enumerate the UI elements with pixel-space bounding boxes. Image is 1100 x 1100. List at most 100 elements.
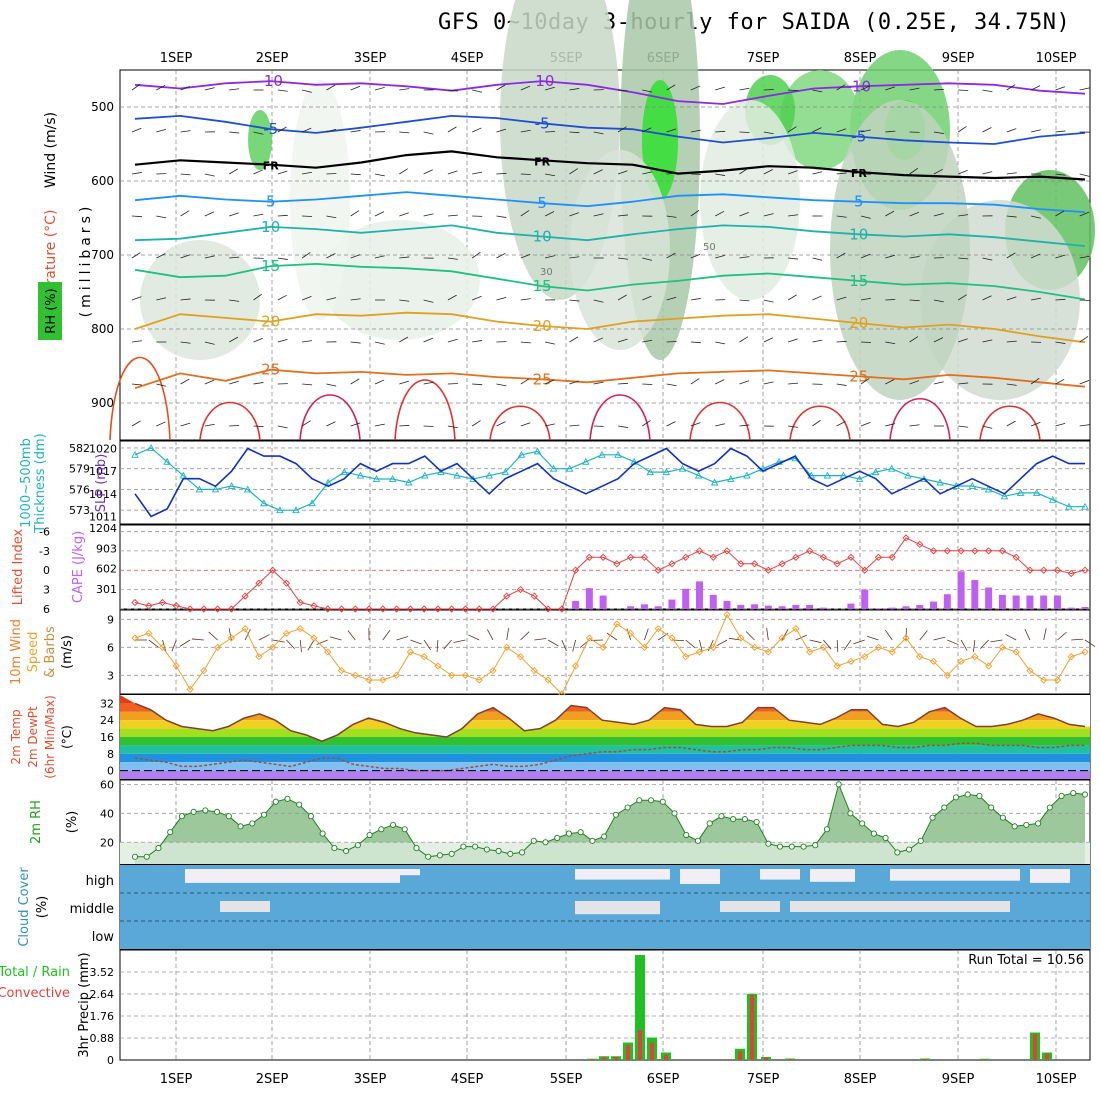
wind-barb (569, 168, 579, 175)
cloud-axis-unit: (%) (35, 896, 50, 919)
contour-label: 5 (266, 193, 276, 211)
rh-point (964, 791, 971, 798)
wind-barb-10m (836, 639, 839, 653)
wind-barb (836, 252, 846, 259)
rh-point (131, 853, 139, 860)
wind-barb (1006, 296, 1017, 301)
rh-point (823, 826, 831, 833)
wind-barb (204, 255, 215, 259)
temperature-contour (134, 368, 1086, 390)
wind-barb (1055, 341, 1066, 344)
temp-axis-label: 2m DewPt (26, 706, 40, 768)
rh-point (530, 837, 537, 844)
rh-point (436, 852, 443, 859)
wind-barb (715, 130, 726, 133)
thickness-point (904, 471, 912, 479)
wind-barb (131, 383, 142, 386)
thickness-point (582, 457, 590, 465)
wind-barb (156, 215, 167, 219)
wind-barb (909, 211, 920, 217)
temp-tick-label: 24 (100, 714, 114, 727)
wind-barb (812, 419, 821, 427)
rh-point (1011, 823, 1018, 830)
warm-contour (299, 394, 361, 441)
cape-bar (709, 594, 717, 609)
wind-barb-10m (1084, 639, 1096, 647)
wind-speed-point (778, 634, 786, 642)
thickness-point (453, 471, 461, 479)
slp-tick-label: 1011 (89, 510, 117, 523)
wind-barb (374, 255, 385, 259)
wind-barb (642, 339, 653, 343)
precip-convective-bar (664, 1055, 668, 1060)
rh-point (976, 792, 983, 799)
contour-label: -5 (263, 120, 278, 138)
wind-speed-point (530, 667, 538, 675)
thickness-point (501, 468, 510, 476)
wind-speed-point (571, 662, 580, 670)
lifted-index-point (902, 534, 910, 542)
lifted-index-point (200, 605, 208, 613)
wind-barb-10m (534, 638, 547, 641)
wind-barb (860, 253, 871, 259)
thickness-point (388, 475, 397, 482)
pressure-tick-label: 600 (91, 174, 114, 188)
wind-barb (180, 298, 191, 301)
rh-point (612, 811, 619, 818)
precip-tick-label: 0 (107, 1054, 114, 1067)
wind-barb (180, 173, 191, 176)
rh-point (718, 813, 725, 820)
rh-point (565, 830, 573, 837)
wind-barb-10m (781, 629, 789, 641)
run-total: Run Total = 10.56 (968, 953, 1084, 968)
wind-barb (617, 294, 627, 301)
wind-barb-10m (436, 639, 439, 652)
cape-bar (627, 606, 635, 609)
lifted-index-point (337, 605, 346, 613)
cloud-high (575, 869, 670, 880)
wind-barb (982, 339, 993, 343)
wind-barb (471, 420, 481, 427)
wind-barb-10m (809, 639, 822, 644)
lifted-index-point (379, 605, 387, 613)
wind-tick-label: 3 (107, 669, 114, 682)
wind-barb (836, 420, 846, 427)
rh-point (143, 853, 150, 860)
wind-barb (156, 129, 167, 133)
wind-barb (156, 383, 167, 387)
thickness-point (549, 464, 558, 472)
rh-point (694, 837, 702, 844)
wind-tick-label: 6 (107, 641, 114, 654)
wind-speed-point (269, 643, 277, 651)
temperature-contour (134, 224, 1086, 247)
thickness-point (598, 450, 606, 458)
rh-shade (780, 70, 860, 170)
wind-barb-10m (960, 639, 968, 651)
wind-barb (1079, 87, 1090, 91)
wind-barb (933, 381, 944, 385)
wind-speed-point (654, 625, 662, 633)
wind-speed-point (627, 629, 635, 637)
wind-barb-10m (716, 639, 728, 647)
wind-barb (423, 381, 434, 385)
wind-barb (836, 215, 847, 218)
thickness-point (743, 471, 751, 479)
slp-tick-label: 1014 (89, 488, 117, 501)
wind-barb-10m (933, 636, 946, 641)
rh-point (835, 781, 842, 788)
thickness-point (147, 443, 155, 451)
lifted-index-line (134, 537, 1086, 610)
lifted-index-point (833, 560, 841, 568)
lifted-index-point (984, 547, 993, 555)
thickness-point (710, 478, 719, 486)
wind-barb (763, 169, 773, 175)
cape-bar (1012, 595, 1020, 609)
lifted-index-point (227, 605, 236, 613)
wind-barb (277, 170, 288, 175)
wind-barb (326, 383, 337, 387)
rh-point (859, 820, 866, 827)
wind-barb-10m (329, 636, 342, 641)
cloud-middle (220, 901, 270, 912)
wind-barb-10m (286, 639, 295, 650)
date-label-bottom: 8SEP (844, 1072, 877, 1087)
